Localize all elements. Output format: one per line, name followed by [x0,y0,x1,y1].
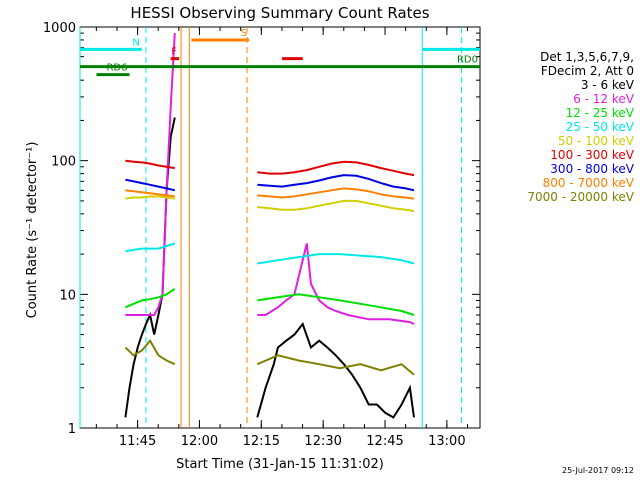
legend-entry: 3 - 6 keV [580,78,634,92]
y-tick-label: 1000 [43,21,76,36]
flag-label: N [132,37,139,48]
y-tick-label: 1 [68,422,76,437]
series-line-6 [257,174,415,192]
series-line-1 [125,33,176,316]
series-line-2 [257,293,415,316]
legend-entry: 12 - 25 keV [565,106,634,120]
legend-entry: 50 - 100 keV [557,134,634,148]
legend-title: FDecim 2, Att 0 [540,64,634,78]
x-tick-label: 12:15 [243,434,280,449]
series-line-6 [125,178,176,192]
series-line-8 [124,338,176,366]
flag-label: RD6 [106,63,127,74]
series-line-4 [125,195,175,200]
y-tick-label: 10 [59,288,76,303]
series-line-8 [256,354,415,376]
series-line-4 [257,199,415,212]
legend-title: Det 1,3,5,6,7,9, [540,50,634,64]
series-line-5 [125,159,175,170]
legend-entry: 100 - 300 keV [550,148,634,162]
legend-entry: 25 - 50 keV [565,120,634,134]
y-tick-label: 100 [51,155,76,170]
x-tick-label: 12:45 [366,434,403,449]
series-line-1 [257,243,415,325]
x-tick-label: 12:30 [304,434,341,449]
x-tick-label: 13:00 [428,434,465,449]
plot-area: 1 10 100 1000 11:45 12:00 12:15 12:30 12:45 13:00… [43,21,481,449]
chart-title: HESSI Observing Summary Count Rates [130,4,429,22]
series-line-2 [125,287,176,309]
legend-entry: 300 - 800 keV [550,162,634,176]
series-line-7 [257,187,415,200]
x-tick-label: 12:00 [181,434,218,449]
flag-label: F [171,47,177,58]
series-line-3 [257,253,415,265]
y-axis-label: Count Rate (s⁻¹ detector⁻¹) [25,142,40,319]
legend-entry: 7000 - 20000 keV [527,190,634,204]
plot-frame [79,26,481,429]
x-tick-label: 11:45 [119,434,156,449]
series-line-5 [257,160,415,177]
legend-entry: 800 - 7000 keV [542,176,634,190]
series-line-7 [125,189,175,198]
legend-entry: 6 - 12 keV [573,92,634,106]
flag-label: RD0 [457,55,478,66]
series-line-0 [256,321,415,419]
timestamp: 25-Jul-2017 09:12 [561,466,634,475]
series-line-3 [125,242,176,253]
flag-label: S [241,28,247,39]
x-axis-label: Start Time (31-Jan-15 11:31:02) [176,457,384,472]
